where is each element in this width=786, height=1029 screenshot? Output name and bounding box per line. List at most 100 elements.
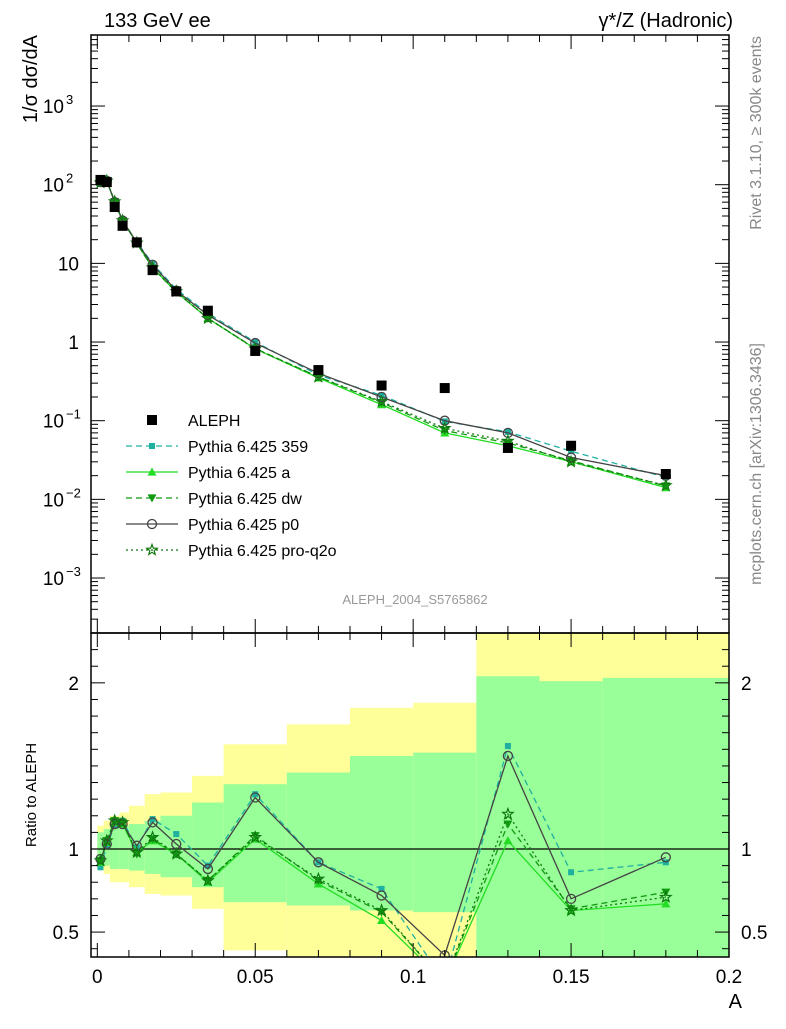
x-tick-label: 0.15 (553, 967, 590, 988)
ratio-point-4-0 (93, 853, 108, 867)
ratio-band-inner-13 (539, 681, 603, 957)
analysis-label: ALEPH_2004_S5765862 (342, 592, 487, 607)
ratio-point-4-2 (107, 813, 122, 827)
main-point-3-10 (376, 391, 387, 403)
ratio-point-3-10 (376, 890, 387, 901)
ratio-point-0-8 (252, 791, 259, 798)
ratio-point-4-13 (564, 903, 578, 917)
ratio-point-3-9 (313, 857, 324, 868)
data-point-5 (147, 265, 158, 276)
ratio-band-inner-11 (413, 752, 477, 913)
main-line-4 (100, 180, 666, 487)
ratio-point-0-7 (204, 862, 211, 869)
ratio-point-3-2 (109, 818, 120, 830)
main-line-0 (100, 179, 666, 479)
main-point-2-13 (566, 457, 576, 466)
legend-marker-4 (146, 518, 158, 530)
data-point-14 (660, 469, 671, 480)
ratio-point-4-12 (501, 806, 515, 820)
ratio-bands (97, 633, 729, 957)
y-tick-label: 10 (58, 254, 79, 275)
ratio-point-2-12 (503, 820, 513, 829)
ratio-point-4-4 (129, 845, 144, 859)
main-point-4-7 (200, 311, 215, 325)
ratio-point-1-10 (377, 915, 387, 925)
y-tick-label: 10 (43, 490, 64, 511)
ratio-point-0-0 (97, 864, 104, 871)
ratio-band-inner-8 (223, 784, 287, 903)
ratio-point-3-4 (131, 840, 142, 851)
ratio-line-4 (99, 812, 666, 957)
ratio-band-inner-5 (144, 820, 161, 874)
ratio-point-4-1 (99, 833, 114, 847)
main-point-3-11 (439, 415, 450, 426)
ratio-band-inner-0 (97, 832, 104, 863)
legend: ALEPH Pythia 6.425 359 Pythia 6.425 a Pythi… (126, 413, 337, 560)
data-point-13 (566, 440, 577, 451)
main-point-0-12 (504, 428, 511, 435)
y-tick-exponent: 2 (66, 171, 73, 186)
y-tick-exponent: −3 (66, 564, 81, 579)
legend-marker-2 (147, 467, 157, 476)
main-frame (90, 34, 730, 634)
main-point-4-9 (311, 369, 326, 383)
ratio-point-4-6 (169, 846, 184, 860)
main-point-4-10 (374, 394, 389, 408)
ratio-y-tick-label-right: 2 (741, 674, 752, 695)
ratio-point-4-7 (200, 873, 215, 887)
y-tick-label: 10 (43, 412, 64, 433)
legend-label-5: Pythia 6.425 pro-q2o (188, 543, 337, 560)
data-point-2 (109, 202, 120, 213)
ratio-series (93, 742, 673, 957)
data-point-4 (131, 237, 142, 248)
y-tick-exponent: 3 (66, 92, 73, 107)
ratio-line-0 (99, 744, 666, 957)
data-point-6 (171, 286, 182, 297)
legend-label-4: Pythia 6.425 p0 (188, 517, 299, 534)
ratio-point-0-10 (378, 885, 385, 892)
data-point-8 (250, 345, 261, 356)
ratio-band-inner-14 (602, 677, 729, 957)
data-point-0 (95, 174, 106, 185)
ratio-point-4-9 (311, 871, 326, 885)
ratio-y-axis-label: Ratio to ALEPH (23, 743, 40, 847)
ratio-frame (90, 632, 730, 958)
legend-label-2: Pythia 6.425 a (188, 465, 290, 482)
ratio-point-1-12 (503, 836, 513, 845)
y-tick-label: 10 (43, 569, 64, 590)
legend-marker-1 (149, 443, 155, 449)
rivet-label: Rivet 3.1.10, ≥ 300k events (748, 36, 765, 230)
ratio-y-tick-label-right: 1 (741, 840, 752, 861)
x-tick-label: 0.2 (716, 967, 742, 988)
main-line-2 (100, 179, 666, 487)
ratio-point-4-14 (658, 889, 673, 904)
legend-marker-0 (147, 415, 157, 425)
data-point-1 (101, 177, 112, 188)
ratio-point-3-8 (250, 792, 261, 803)
main-line-1 (100, 180, 666, 489)
ratio-point-4-8 (248, 830, 263, 844)
main-y-axis-label: 1/σ dσ/dA (20, 34, 42, 123)
mcplots-label: mcplots.cern.ch [arXiv:1306.3436] (748, 343, 765, 585)
data-point-3 (117, 220, 128, 231)
main-point-4-14 (658, 478, 673, 492)
data-point-9 (313, 365, 324, 376)
legend-label-0: ALEPH (188, 413, 240, 430)
data-point-12 (502, 442, 513, 453)
y-tick-exponent: −1 (66, 407, 81, 422)
legend-marker-5 (145, 542, 159, 556)
y-tick-label: 10 (43, 97, 64, 118)
main-point-3-12 (502, 427, 514, 439)
y-tick-label: 10 (43, 176, 64, 197)
ratio-point-4-5 (145, 830, 160, 844)
main-point-2-14 (661, 482, 671, 491)
main-point-3-13 (565, 452, 577, 463)
plot-frames (90, 34, 730, 958)
x-tick-label: 0.1 (400, 967, 426, 988)
data-point-7 (202, 305, 213, 316)
ratio-y-tick-label-right: 0.5 (741, 923, 767, 944)
x-axis-label: A (729, 991, 743, 1013)
ratio-y-tick-label-left: 2 (68, 674, 79, 695)
